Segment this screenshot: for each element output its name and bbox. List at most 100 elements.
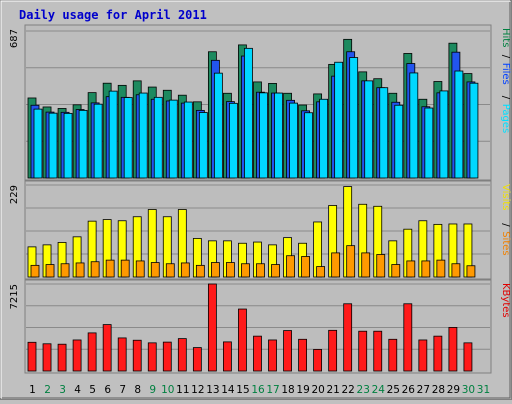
- bar-pages-day-1: [33, 108, 43, 179]
- bar-kbytes-day-13: [207, 283, 217, 372]
- bar-pages-day-2: [48, 112, 58, 179]
- bar-sites-day-22: [346, 245, 356, 278]
- x-tick-label-day-31: 31: [477, 384, 490, 396]
- x-tick-label-day-28: 28: [432, 384, 445, 396]
- bar-pages-day-24: [379, 87, 389, 179]
- bar-kbytes-day-5: [87, 332, 97, 372]
- x-tick-label-day-23: 23: [357, 384, 370, 396]
- bar-pages-day-11: [183, 101, 193, 179]
- bar-kbytes-day-6: [102, 324, 112, 372]
- bar-kbytes-day-8: [132, 339, 142, 372]
- bar-pages-day-13: [213, 72, 223, 179]
- bar-kbytes-day-4: [72, 339, 82, 372]
- x-tick-label-day-14: 14: [221, 384, 235, 396]
- bar-pages-day-9: [153, 96, 163, 179]
- legend-separator: /: [500, 96, 511, 100]
- bar-pages-day-17: [274, 92, 283, 179]
- bar-sites-day-28: [436, 259, 446, 278]
- x-tick-label-day-10: 10: [161, 384, 174, 396]
- bar-kbytes-day-23: [358, 330, 368, 372]
- bar-pages-day-27: [424, 107, 434, 179]
- bar-kbytes-day-24: [373, 330, 383, 372]
- bar-sites-day-6: [105, 259, 115, 278]
- x-tick-label-day-6: 6: [104, 384, 111, 396]
- legend-hits: Hits: [500, 28, 511, 47]
- legend-kbytes: KBytes: [500, 283, 511, 318]
- chart-title: Daily usage for April 2011: [19, 8, 207, 22]
- bar-kbytes-day-18: [283, 330, 292, 372]
- bar-sites-day-16: [256, 263, 265, 278]
- bar-pages-day-12: [198, 112, 208, 179]
- bar-kbytes-day-19: [298, 338, 307, 372]
- bar-sites-day-11: [180, 262, 190, 278]
- x-tick-label-day-16: 16: [251, 384, 265, 396]
- x-tick-label-day-26: 26: [402, 384, 416, 396]
- x-tick-label-day-19: 19: [296, 384, 309, 396]
- x-tick-label-day-21: 21: [326, 384, 339, 396]
- x-tick-label-day-30: 30: [462, 384, 475, 396]
- axis-max-label-kbytes: 7215: [9, 284, 20, 309]
- bar-kbytes-day-15: [238, 308, 247, 372]
- x-tick-label-day-12: 12: [191, 384, 204, 396]
- legend-pages: Pages: [500, 104, 511, 133]
- bar-pages-day-6: [108, 90, 118, 179]
- bar-sites-day-8: [135, 260, 145, 278]
- x-tick-label-day-4: 4: [74, 384, 81, 396]
- bar-sites-day-4: [75, 262, 85, 278]
- x-tick-label-day-8: 8: [134, 384, 141, 396]
- bar-pages-day-22: [349, 57, 359, 179]
- bar-kbytes-day-28: [433, 335, 443, 372]
- bar-pages-day-23: [364, 80, 374, 179]
- x-tick-label-day-7: 7: [119, 384, 126, 396]
- bar-kbytes-day-12: [192, 347, 202, 372]
- axis-max-label-hits-files-pages: 687: [9, 29, 20, 48]
- bar-kbytes-day-9: [147, 342, 157, 372]
- bar-pages-day-4: [78, 109, 88, 179]
- x-tick-label-day-29: 29: [447, 384, 460, 396]
- bar-kbytes-day-26: [403, 303, 413, 372]
- bar-pages-day-20: [319, 98, 329, 179]
- bar-sites-day-2: [45, 264, 55, 278]
- bar-pages-day-21: [334, 61, 344, 179]
- bar-sites-day-23: [361, 252, 371, 278]
- bar-sites-day-12: [195, 264, 205, 278]
- bar-kbytes-day-27: [418, 339, 428, 372]
- x-tick-label-day-15: 15: [236, 384, 249, 396]
- x-tick-label-day-24: 24: [372, 384, 386, 396]
- bar-pages-day-18: [289, 102, 298, 179]
- bar-sites-day-14: [226, 262, 235, 278]
- bar-sites-day-25: [391, 264, 401, 278]
- x-tick-label-day-22: 22: [342, 384, 355, 396]
- bar-pages-day-8: [138, 92, 148, 179]
- axis-max-label-visits-sites: 229: [9, 185, 20, 204]
- x-tick-label-day-17: 17: [266, 384, 279, 396]
- bar-kbytes-day-1: [27, 341, 37, 372]
- bar-sites-day-15: [241, 263, 250, 278]
- bar-sites-day-26: [406, 260, 416, 278]
- bar-sites-day-24: [376, 254, 386, 278]
- bar-kbytes-day-14: [223, 341, 232, 372]
- bar-kbytes-day-16: [253, 335, 262, 372]
- bar-sites-day-13: [210, 262, 220, 278]
- bar-sites-day-30: [466, 265, 476, 278]
- x-tick-label-day-5: 5: [89, 384, 96, 396]
- bar-sites-day-7: [120, 259, 130, 278]
- bar-pages-day-14: [229, 102, 238, 179]
- bar-pages-day-5: [93, 103, 103, 179]
- x-tick-label-day-9: 9: [149, 384, 156, 396]
- bar-pages-day-19: [304, 112, 313, 179]
- bar-sites-day-1: [30, 264, 40, 278]
- bar-pages-day-28: [439, 90, 449, 179]
- bar-pages-day-25: [394, 104, 404, 179]
- bar-kbytes-day-3: [57, 343, 67, 372]
- x-tick-label-day-25: 25: [387, 384, 400, 396]
- bar-kbytes-day-11: [177, 338, 187, 372]
- bar-sites-day-29: [451, 263, 461, 278]
- legend-visits: Visits: [500, 184, 511, 211]
- bar-pages-day-15: [244, 47, 253, 179]
- x-tick-label-day-20: 20: [311, 384, 324, 396]
- x-tick-label-day-2: 2: [44, 384, 51, 396]
- legend-sites: Sites: [500, 231, 511, 255]
